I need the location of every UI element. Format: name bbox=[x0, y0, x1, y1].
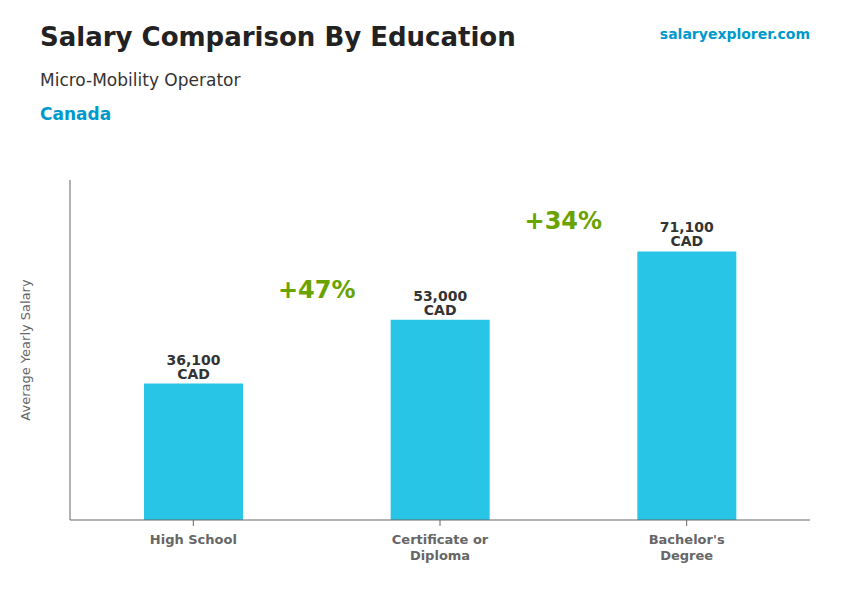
svg-text:Bachelor'sDegree: Bachelor'sDegree bbox=[649, 532, 725, 563]
html-text:Canada: Canada bbox=[40, 104, 112, 124]
html-text:+34%: +34% bbox=[524, 207, 603, 236]
html-text:Salary Comparison By Education: Salary Comparison By Education bbox=[40, 22, 516, 52]
svg-text:High School: High School bbox=[150, 532, 237, 547]
html-text:salaryexplorer.com: salaryexplorer.com bbox=[659, 26, 810, 42]
svg-text:36,100CAD: 36,100CAD bbox=[166, 352, 220, 382]
svg-text:Average Yearly Salary: Average Yearly Salary bbox=[18, 279, 33, 421]
svg-text:Certificate orDiploma: Certificate orDiploma bbox=[392, 532, 489, 563]
html-text:+47%: +47% bbox=[277, 275, 356, 304]
svg-text:71,100CAD: 71,100CAD bbox=[660, 219, 714, 249]
html-text:Micro-Mobility Operator: Micro-Mobility Operator bbox=[40, 70, 241, 90]
svg-text:53,000CAD: 53,000CAD bbox=[413, 288, 467, 318]
